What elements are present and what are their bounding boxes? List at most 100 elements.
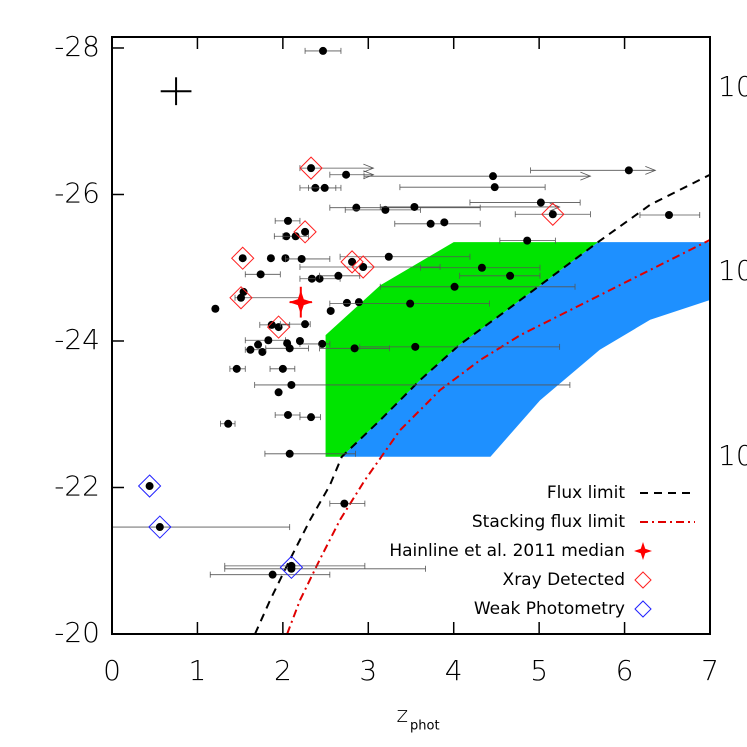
source-point <box>548 210 557 219</box>
source-point <box>411 342 420 351</box>
source-point <box>278 364 287 373</box>
diamond-marker <box>340 250 364 274</box>
limit-curve <box>254 173 711 635</box>
source-point <box>232 364 241 373</box>
source-point <box>523 236 532 245</box>
x-tick-label: 2 <box>274 654 292 687</box>
x-axis-label-sub: phot <box>410 719 440 734</box>
diamond-marker <box>229 286 253 310</box>
source-point <box>536 198 545 207</box>
source-point <box>283 216 292 225</box>
source-point <box>406 299 415 308</box>
right-axis-label: 10 <box>718 254 747 287</box>
source-point <box>283 410 292 419</box>
diamond-marker <box>351 255 375 279</box>
source-point <box>145 482 154 491</box>
legend-label: Xray Detected <box>503 570 625 590</box>
star-marker <box>288 290 313 315</box>
legend-label: Flux limit <box>547 483 625 503</box>
source-point <box>301 227 310 236</box>
limit-curve <box>286 239 711 635</box>
source-point <box>359 263 368 272</box>
x-tick-label: 6 <box>616 654 634 687</box>
source-point <box>350 344 359 353</box>
source-point <box>297 254 306 263</box>
x-tick-label: 5 <box>530 654 548 687</box>
source-point <box>295 336 304 345</box>
source-point <box>224 419 233 428</box>
limit-arrow <box>363 163 375 173</box>
y-tick-label: -28 <box>54 30 100 63</box>
diamond-marker <box>541 202 565 226</box>
y-tick-label: -20 <box>54 616 100 649</box>
x-tick-label: 3 <box>359 654 377 687</box>
source-point <box>264 336 273 345</box>
source-point <box>266 254 275 263</box>
source-point <box>490 183 499 192</box>
limit-arrow <box>580 171 592 181</box>
source-point <box>256 270 265 279</box>
x-axis-label: z <box>396 703 408 728</box>
source-point <box>664 211 673 220</box>
source-point <box>426 219 435 228</box>
source-point <box>238 254 247 263</box>
right-axis-label: 10 <box>718 70 747 103</box>
source-point <box>352 203 361 212</box>
source-point <box>342 298 351 307</box>
source-point <box>624 166 633 175</box>
source-point <box>348 257 357 266</box>
right-axis-label: 10 <box>718 439 747 472</box>
source-point <box>287 564 296 573</box>
source-point <box>285 449 294 458</box>
source-point <box>254 340 263 349</box>
source-point <box>342 170 351 179</box>
source-point <box>381 205 390 214</box>
source-point <box>318 339 327 348</box>
limit-arrow <box>549 202 561 212</box>
source-point <box>440 218 449 227</box>
source-point <box>384 252 393 261</box>
region <box>341 242 710 457</box>
source-point <box>274 388 283 397</box>
y-tick-label: -24 <box>54 323 100 356</box>
source-point <box>319 46 328 55</box>
source-point <box>307 413 316 422</box>
source-point <box>285 344 294 353</box>
limit-arrow <box>363 170 375 180</box>
y-tick-label: -26 <box>54 176 100 209</box>
source-point <box>267 320 276 329</box>
diamond-marker <box>299 156 323 180</box>
diamond-marker <box>293 220 317 244</box>
source-point <box>320 183 329 192</box>
diamond-marker <box>137 474 162 498</box>
y-tick-label: -22 <box>54 469 100 502</box>
diamond-marker <box>279 555 304 580</box>
legend-label: Weak Photometry <box>474 599 625 619</box>
source-point <box>291 232 300 241</box>
legend-swatch <box>634 542 652 560</box>
source-point <box>334 271 343 280</box>
region <box>325 242 599 457</box>
x-tick-label: 1 <box>189 654 207 687</box>
x-tick-label: 7 <box>701 654 719 687</box>
limit-arrow <box>645 165 657 175</box>
source-point <box>326 306 335 315</box>
source-point <box>354 298 363 307</box>
source-point <box>246 345 255 354</box>
source-point <box>301 320 310 329</box>
legend-swatch <box>634 600 652 618</box>
source-point <box>307 164 316 173</box>
plot-frame <box>111 36 711 635</box>
source-point <box>477 263 486 272</box>
x-tick-label: 0 <box>103 654 121 687</box>
legend-label: Hainline et al. 2011 median <box>389 541 625 561</box>
source-point <box>489 172 498 181</box>
source-point <box>268 570 277 579</box>
source-point <box>236 293 245 302</box>
legend-label: Stacking flux limit <box>472 512 625 532</box>
source-point <box>258 347 267 356</box>
source-point <box>450 282 459 291</box>
source-point <box>340 499 349 508</box>
source-point <box>287 380 296 389</box>
